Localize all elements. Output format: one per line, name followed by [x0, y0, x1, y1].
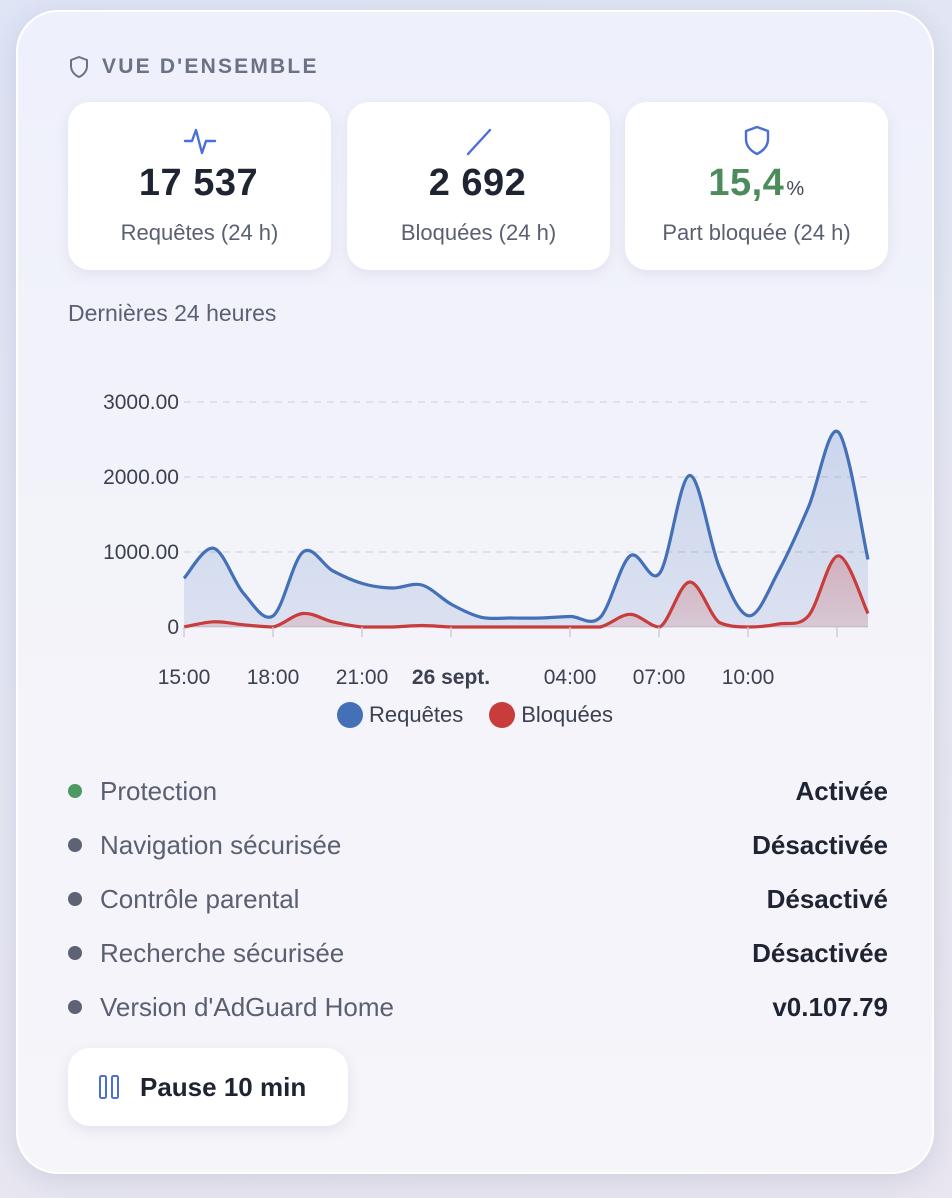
- status-dot: [68, 1000, 82, 1014]
- status-row-version: Version d'AdGuard Home v0.107.79: [68, 980, 888, 1034]
- status-label: Version d'AdGuard Home: [100, 991, 395, 1022]
- status-label: Contrôle parental: [100, 883, 300, 914]
- legend-label: Bloquées: [521, 702, 613, 727]
- chart-title: Dernières 24 heures: [68, 300, 277, 326]
- status-value: Désactivée: [752, 937, 888, 968]
- status-label: Protection: [100, 775, 218, 806]
- chart-legend: Requêtes Bloquées: [18, 702, 932, 728]
- stat-cards: 17 537 Requêtes (24 h) 2 692 Bloquées (2…: [68, 102, 888, 270]
- legend-swatch: [337, 702, 364, 728]
- stat-value: 15,4%: [708, 162, 805, 204]
- legend-item-requests[interactable]: Requêtes: [337, 702, 463, 728]
- series-line-0: [182, 429, 870, 623]
- stat-card-blocked-share: 15,4% Part bloquée (24 h): [625, 102, 888, 270]
- panel-header: VUE D'ENSEMBLE: [68, 52, 319, 82]
- stat-label: Bloquées (24 h): [400, 220, 557, 245]
- x-tick-label: 07:00: [633, 666, 686, 689]
- panel-title: VUE D'ENSEMBLE: [102, 55, 319, 78]
- stat-value: 17 537: [138, 162, 259, 204]
- series-area-0: [184, 431, 868, 627]
- x-tick-label: 21:00: [336, 666, 389, 689]
- overview-panel: VUE D'ENSEMBLE 17 537 Requêtes (24 h) 2 …: [16, 10, 934, 1174]
- pause-label: Pause 10 min: [140, 1071, 307, 1102]
- status-row-protection: Protection Activée: [68, 764, 888, 818]
- x-tick-label: 18:00: [247, 666, 300, 689]
- shield-icon: [625, 124, 888, 158]
- x-tick-label: 10:00: [722, 666, 775, 689]
- status-value: Désactivé: [766, 883, 888, 914]
- status-value: Désactivée: [752, 829, 888, 860]
- x-tick-label: 15:00: [158, 666, 211, 689]
- y-tick-label: 0: [167, 616, 179, 639]
- series-area-1: [184, 555, 868, 627]
- status-row-safe-search: Recherche sécurisée Désactivée: [68, 926, 888, 980]
- status-list: Protection Activée Navigation sécurisée …: [68, 764, 888, 1034]
- legend-item-blocked[interactable]: Bloquées: [489, 702, 613, 728]
- y-tick-label: 3000.00: [103, 391, 179, 414]
- legend-swatch: [489, 702, 516, 728]
- status-row-safe-browsing: Navigation sécurisée Désactivée: [68, 818, 888, 872]
- series-line-1: [183, 554, 870, 629]
- activity-icon: [68, 124, 331, 158]
- y-tick-label: 2000.00: [103, 466, 179, 489]
- stat-card-blocked: 2 692 Bloquées (24 h): [347, 102, 610, 270]
- status-value: v0.107.79: [772, 991, 888, 1022]
- pause-icon: [98, 1074, 120, 1100]
- x-tick-label: 26 sept.: [412, 666, 490, 689]
- stat-label: Requêtes (24 h): [120, 220, 279, 245]
- status-dot: [68, 838, 82, 852]
- stat-value: 2 692: [428, 162, 527, 204]
- status-label: Recherche sécurisée: [100, 937, 345, 968]
- status-dot: [68, 784, 82, 798]
- stat-card-requests: 17 537 Requêtes (24 h): [68, 102, 331, 270]
- shield-icon: [68, 55, 90, 79]
- x-tick-label: 04:00: [544, 666, 597, 689]
- status-dot: [68, 946, 82, 960]
- y-tick-label: 1000.00: [103, 541, 179, 564]
- slash-icon: [347, 124, 610, 158]
- status-dot: [68, 892, 82, 906]
- activity-chart: 0 1000.00 2000.00 3000.00 15:00 18:00 21:00 26…: [103, 391, 870, 689]
- legend-label: Requêtes: [369, 702, 464, 727]
- pause-button[interactable]: Pause 10 min: [68, 1048, 348, 1126]
- stat-label: Part bloquée (24 h): [662, 220, 851, 245]
- status-row-parental-control: Contrôle parental Désactivé: [68, 872, 888, 926]
- status-label: Navigation sécurisée: [100, 829, 342, 860]
- status-value: Activée: [795, 775, 889, 806]
